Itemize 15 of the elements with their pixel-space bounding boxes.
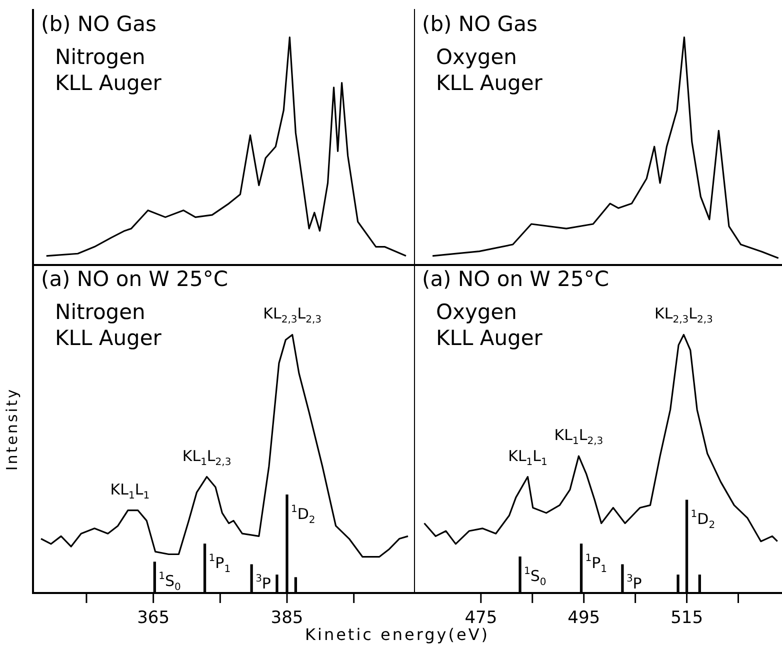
text: Nitrogen KLL Auger	[55, 44, 162, 96]
x-tick-label: 495	[568, 608, 600, 628]
x-tick-label: 365	[137, 608, 170, 628]
chart-title: (b) NO Gas	[422, 12, 538, 36]
chart-title: (a) NO on W 25°C	[422, 267, 610, 291]
chart-title: (b) NO Gas	[41, 12, 156, 36]
y-axis-title: Intensity	[3, 386, 21, 473]
chart-subtitle: Oxygen KLL Auger	[436, 299, 544, 351]
x-tick-label: 515	[670, 608, 704, 628]
chart-title: (a) NO on W 25°C	[41, 267, 228, 291]
x-tick-label: 475	[464, 608, 498, 628]
text: Oxygen KLL Auger	[436, 44, 544, 96]
x-tick-label: 385	[270, 608, 304, 628]
x-axis-title: Kinetic energy(eV)	[305, 625, 490, 644]
chart-subtitle: Nitrogen KLL Auger	[55, 299, 162, 351]
